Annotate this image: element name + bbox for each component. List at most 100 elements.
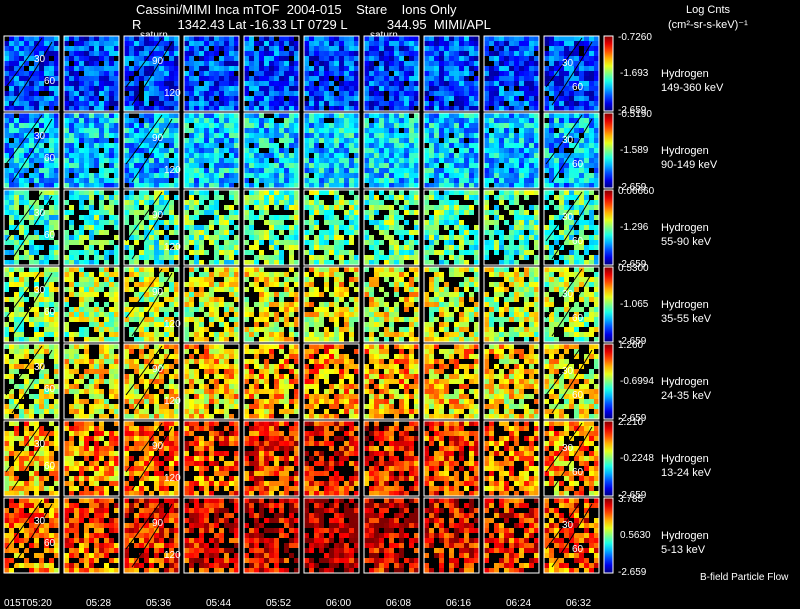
units-formula: (cm²-sr-s-keV)⁻¹ (668, 19, 748, 31)
contour-line (551, 426, 593, 491)
contour-label: 30 (562, 289, 574, 300)
heatmap-panel (363, 35, 420, 112)
heatmap-panel (123, 420, 180, 497)
contour-label: 60 (572, 467, 584, 478)
time-tick-label: 05:36 (146, 598, 172, 609)
contour-label: 90 (152, 133, 164, 144)
species-label: Hydrogen (661, 530, 709, 542)
contour-line (11, 349, 53, 414)
heatmap-panel (63, 497, 120, 574)
heatmap-panel (303, 189, 360, 266)
contour-label: 120 (164, 242, 181, 253)
energy-range-label: 55-90 keV (661, 236, 712, 248)
contour-label: 120 (164, 165, 181, 176)
contour-line (551, 41, 593, 106)
species-label: Hydrogen (661, 222, 709, 234)
contour-line (131, 349, 173, 414)
time-tick-label: 06:24 (506, 598, 532, 609)
time-tick-label: 05:28 (86, 598, 112, 609)
heatmap-panel (423, 189, 480, 266)
time-tick-label: 06:16 (446, 598, 472, 609)
colorbar (603, 343, 614, 420)
contour-line (5, 191, 43, 242)
footer-label: B-field Particle Flow (700, 572, 789, 583)
contour-line (5, 499, 43, 550)
heatmap-panel (483, 189, 540, 266)
colorbar-min-label: -2.659 (618, 182, 647, 193)
contour-label: 90 (152, 441, 164, 452)
contour-line (125, 345, 163, 396)
species-label: Hydrogen (661, 299, 709, 311)
heatmap-panel (303, 266, 360, 343)
heatmap-panel (243, 497, 300, 574)
heatmap-panel (63, 266, 120, 343)
contour-label: 60 (572, 544, 584, 555)
contour-label: 90 (152, 210, 164, 221)
heatmap-panel (183, 35, 240, 112)
heatmap-panel (543, 112, 600, 189)
contour-line (125, 422, 163, 473)
energy-range-label: 149-360 keV (661, 82, 724, 94)
colorbar-min-label: -2.659 (618, 567, 647, 578)
energy-range-label: 5-13 keV (661, 544, 706, 556)
contour-line (125, 191, 163, 242)
heatmap-panel (123, 189, 180, 266)
heatmap-panel (423, 343, 480, 420)
contour-line (5, 114, 43, 165)
contour-label: 60 (44, 384, 56, 395)
ephemeris-line: R 1342.43 Lat -16.33 LT 0729 L 344.95 MI… (132, 17, 491, 32)
heatmap-panel (423, 497, 480, 574)
contour-label: 30 (562, 135, 574, 146)
heatmap-panel (63, 35, 120, 112)
heatmap-panel (303, 497, 360, 574)
heatmap-panel (123, 112, 180, 189)
contour-label: 30 (34, 285, 46, 296)
contour-line (545, 422, 583, 473)
heatmap-panel (543, 35, 600, 112)
contour-label: 30 (562, 58, 574, 69)
contour-line (545, 114, 583, 165)
colorbar-min-label: -2.659 (618, 413, 647, 424)
contour-label: 30 (34, 208, 46, 219)
energy-range-label: 13-24 keV (661, 467, 712, 479)
species-label: Hydrogen (661, 376, 709, 388)
contour-line (545, 191, 583, 242)
heatmap-panel (483, 497, 540, 574)
contour-line (125, 114, 163, 165)
colorbar (603, 189, 614, 266)
chart-title: Cassini/MIMI Inca mTOF 2004-015 Stare Io… (136, 2, 457, 17)
contour-label: 30 (34, 516, 46, 527)
contour-label: 90 (152, 518, 164, 529)
time-tick-label: 06:32 (566, 598, 592, 609)
heatmap-panel (543, 266, 600, 343)
time-tick-label: 05:44 (206, 598, 232, 609)
heatmap-panel (303, 112, 360, 189)
heatmap-panel (63, 420, 120, 497)
colorbar-max-label: 3.785 (618, 494, 644, 505)
colorbar (603, 112, 614, 189)
contour-label: 90 (152, 56, 164, 67)
contour-label: 120 (164, 319, 181, 330)
heatmap-panel (363, 420, 420, 497)
contour-line (5, 37, 43, 88)
energy-range-label: 24-35 keV (661, 390, 712, 402)
heatmap-panel (483, 420, 540, 497)
heatmap-panel (483, 343, 540, 420)
contour-label: 30 (34, 362, 46, 373)
heatmap-panel (3, 112, 60, 189)
colorbar-mid-label: -0.6994 (620, 375, 654, 387)
heatmap-panel (363, 497, 420, 574)
colorbar (603, 266, 614, 343)
contour-line (545, 345, 583, 396)
heatmap-panel (63, 189, 120, 266)
contour-line (11, 426, 53, 491)
contour-label: 60 (572, 313, 584, 324)
heatmap-panel (243, 266, 300, 343)
contour-line (545, 499, 583, 550)
heatmap-panel (183, 189, 240, 266)
energy-range-label: 90-149 keV (661, 159, 718, 171)
heatmap-panel (123, 266, 180, 343)
heatmap-panel (63, 112, 120, 189)
colorbar-min-label: -2.659 (618, 336, 647, 347)
colorbar-max-label: 0.06660 (618, 186, 655, 197)
